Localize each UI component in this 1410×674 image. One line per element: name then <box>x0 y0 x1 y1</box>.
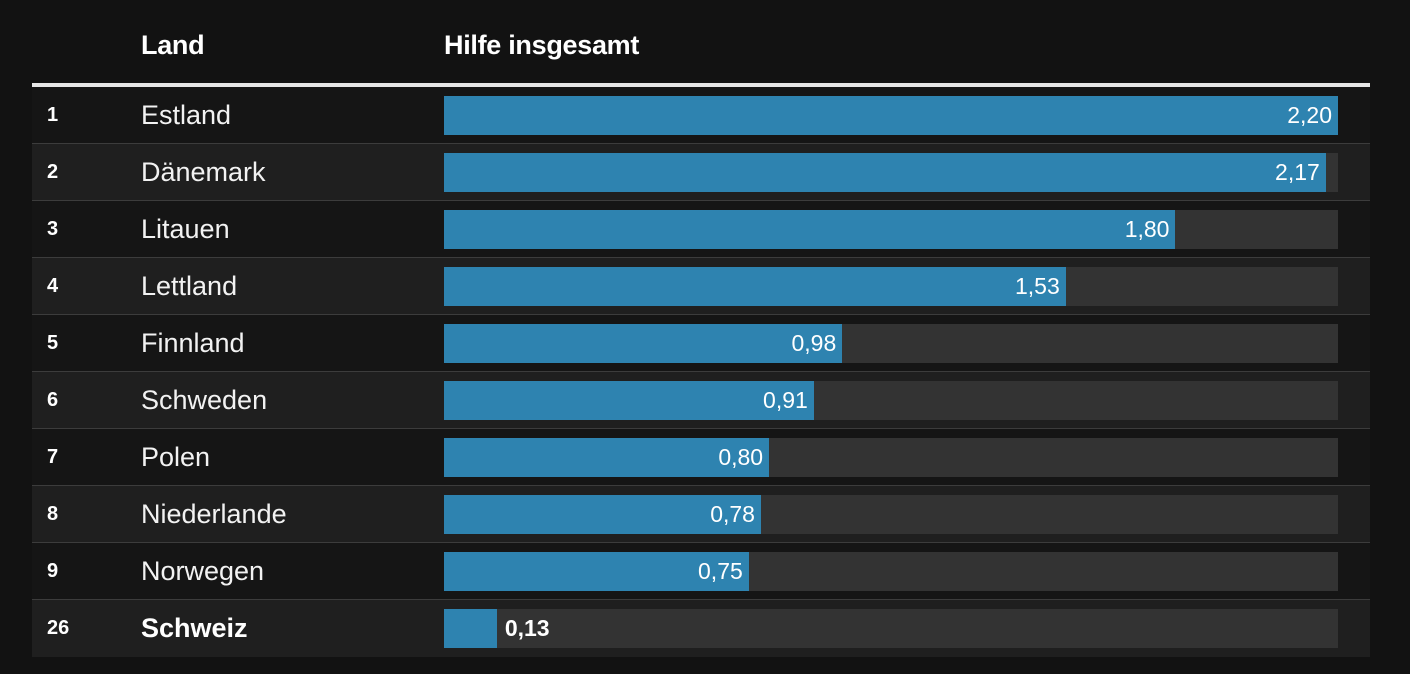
table-header: Land Hilfe insgesamt <box>32 0 1370 87</box>
rank-cell: 2 <box>47 161 59 183</box>
bar-value-label: 1,53 <box>1014 273 1060 299</box>
bar <box>444 267 1066 306</box>
table-row: 3 Litauen 1,80 <box>32 201 1370 258</box>
bar <box>444 324 843 363</box>
bar-track: 0,98 <box>444 324 1338 363</box>
table-row: 8 Niederlande 0,78 <box>32 486 1370 543</box>
country-cell: Lettland <box>141 271 238 301</box>
table-row: 5 Finnland 0,98 <box>32 315 1370 372</box>
rank-cell: 7 <box>47 446 59 468</box>
bar-value-label: 2,17 <box>1275 159 1320 185</box>
bar-track: 2,20 <box>444 96 1338 135</box>
column-header-hilfe: Hilfe insgesamt <box>444 30 640 60</box>
bar-track: 0,13 <box>444 609 1338 648</box>
table-row: 2 Dänemark 2,17 <box>32 144 1370 201</box>
bar <box>444 438 770 477</box>
bar <box>444 381 814 420</box>
table-row: 4 Lettland 1,53 <box>32 258 1370 315</box>
rank-cell: 1 <box>47 104 59 126</box>
bar-track: 1,53 <box>444 267 1338 306</box>
table-body: 1 Estland 2,20 2 Dänemark 2,17 3 Litauen 1,80 4 Le… <box>32 87 1370 657</box>
table-row: 9 Norwegen 0,75 <box>32 543 1370 600</box>
bar <box>444 495 761 534</box>
bar-track: 1,80 <box>444 210 1338 249</box>
country-cell: Dänemark <box>141 157 266 187</box>
table-row: 6 Schweden 0,91 <box>32 372 1370 429</box>
ranking-table: Land Hilfe insgesamt 1 Estland 2,20 2 Dänema… <box>32 0 1370 657</box>
country-cell: Niederlande <box>141 499 287 529</box>
country-cell: Finnland <box>141 328 245 358</box>
bar-track: 0,78 <box>444 495 1338 534</box>
rank-cell: 4 <box>47 275 59 297</box>
country-cell: Schweden <box>141 385 268 415</box>
bar-track: 0,75 <box>444 552 1338 591</box>
rank-cell: 5 <box>47 332 59 354</box>
bar-track: 0,91 <box>444 381 1338 420</box>
bar-value-label: 0,75 <box>698 558 743 584</box>
bar-value-label: 0,80 <box>718 444 764 470</box>
rank-cell: 9 <box>47 560 59 582</box>
country-cell: Schweiz <box>141 613 248 643</box>
bar-value-label: 2,20 <box>1287 102 1332 128</box>
bar-value-label: 0,98 <box>791 330 837 356</box>
rank-cell: 26 <box>47 617 70 639</box>
bar-track: 0,80 <box>444 438 1338 477</box>
bar-value-label: 1,80 <box>1124 216 1170 242</box>
table-row: 1 Estland 2,20 <box>32 87 1370 144</box>
country-cell: Estland <box>141 100 232 130</box>
bar <box>444 96 1338 135</box>
country-cell: Litauen <box>141 214 230 244</box>
bar <box>444 210 1176 249</box>
rank-cell: 6 <box>47 389 59 411</box>
rank-cell: 8 <box>47 503 59 525</box>
bar-track: 2,17 <box>444 153 1338 192</box>
bar <box>444 552 749 591</box>
table-row: 7 Polen 0,80 <box>32 429 1370 486</box>
column-header-land: Land <box>141 30 205 60</box>
rank-cell: 3 <box>47 218 59 240</box>
bar-value-label: 0,78 <box>710 501 755 527</box>
bar <box>444 153 1326 192</box>
country-cell: Norwegen <box>141 556 265 586</box>
country-cell: Polen <box>141 442 211 472</box>
bar-value-label: 0,13 <box>504 615 550 641</box>
bar <box>444 609 497 648</box>
table-row: 26 Schweiz 0,13 <box>32 600 1370 657</box>
bar-value-label: 0,91 <box>763 387 808 413</box>
